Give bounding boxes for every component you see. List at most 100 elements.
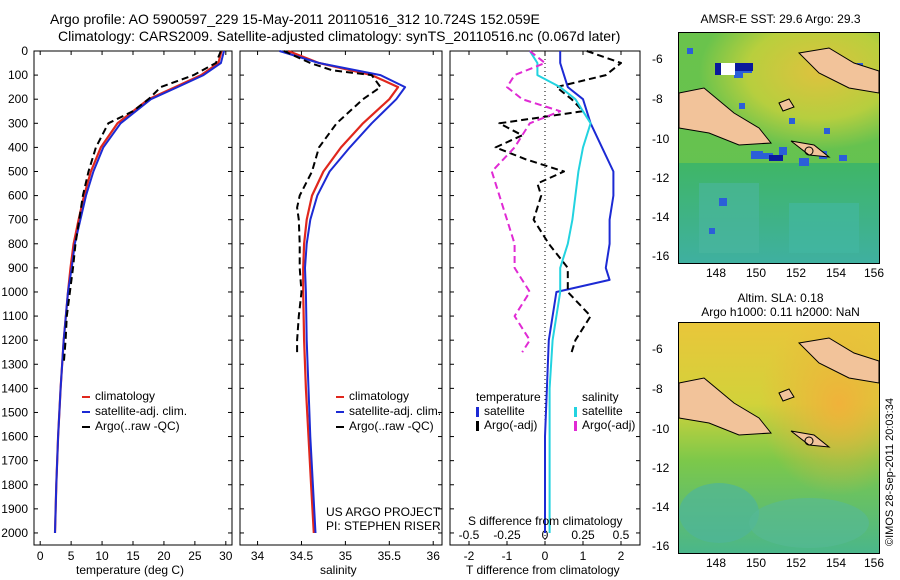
s-tick-label: -0.5 <box>459 528 480 542</box>
series-line-climatology <box>287 49 400 534</box>
depth-tick-label: 1300 <box>1 357 28 371</box>
legend-satellite-label: satellite-adj. clim. <box>95 404 188 418</box>
sst-ytick: -16 <box>652 249 670 263</box>
project-pi: PI: STEPHEN RISER <box>326 519 441 533</box>
series-line-salinity-satellite <box>528 50 592 533</box>
sst-ytick: -14 <box>652 210 670 224</box>
sst-map-title: AMSR-E SST: 29.6 Argo: 29.3 <box>700 12 861 26</box>
legend-t-satellite: satellite <box>476 404 541 418</box>
legend-s-argo-label: Argo(-adj) <box>582 418 636 432</box>
temperature-xlabel: temperature (deg C) <box>76 563 185 577</box>
sla-ytick: -6 <box>652 342 663 356</box>
x-tick-label: 30 <box>219 549 233 563</box>
temperature-chart: 0100200300400500600700800900100011001200… <box>1 44 233 563</box>
salinity-chart: 34 34.5 35 35.5 36 <box>239 49 443 563</box>
sla-map-subtitle: Argo h1000: 0.11 h2000: NaN <box>701 305 860 319</box>
legend-temperature-header: temperature <box>476 390 541 404</box>
depth-tick-label: 800 <box>8 237 28 251</box>
sla-xtick: 152 <box>786 556 807 570</box>
sla-xtick: 154 <box>826 556 847 570</box>
depth-tick-label: 1700 <box>1 454 28 468</box>
sla-xtick: 148 <box>706 556 727 570</box>
salinity-xlabel: salinity <box>320 563 357 577</box>
sst-xtick: 156 <box>864 266 885 280</box>
legend-satellite-label: satellite-adj. clim. <box>349 404 442 418</box>
legend-argo-label: Argo(..raw -QC) <box>95 419 180 433</box>
series-line-temperature-satellite <box>544 51 615 533</box>
depth-tick-label: 2000 <box>1 526 28 540</box>
depth-tick-label: 600 <box>8 189 28 203</box>
x-tick-label: -1 <box>502 549 513 563</box>
sst-ytick: -8 <box>652 92 663 106</box>
depth-tick-label: 1000 <box>1 285 28 299</box>
x-tick-label: 34.5 <box>290 549 314 563</box>
sla-xtick: 156 <box>864 556 885 570</box>
temperature-legend: climatology satellite-adj. clim. Argo(..… <box>82 389 187 434</box>
depth-tick-label: 900 <box>8 261 28 275</box>
legend-argo-label: Argo(..raw -QC) <box>349 419 434 433</box>
legend-climatology-label: climatology <box>95 389 156 403</box>
depth-tick-label: 200 <box>8 92 28 106</box>
legend-argo: Argo(..raw -QC) <box>82 419 187 434</box>
depth-tick-label: 1500 <box>1 405 28 419</box>
s-tick-label: -0.25 <box>493 528 521 542</box>
difference-temperature-legend: temperature satellite Argo(-adj) <box>476 390 541 432</box>
series-line-temperature-argo-adj <box>494 50 622 353</box>
legend-climatology: climatology <box>336 389 441 404</box>
x-tick-label: 35 <box>339 549 353 563</box>
legend-t-argo-label: Argo(-adj) <box>484 418 538 432</box>
series-line-satellite-adj-clim <box>279 50 407 534</box>
legend-s-argo: Argo(-adj) <box>574 418 635 432</box>
s-tick-label: 0.25 <box>571 528 595 542</box>
depth-tick-label: 700 <box>8 213 28 227</box>
sst-ytick: -12 <box>652 171 670 185</box>
difference-salinity-legend: salinity satellite Argo(-adj) <box>574 390 635 432</box>
series-line-argo-raw-qc <box>283 50 382 353</box>
imos-credit: ©IMOS 28-Sep-2011 20:03:34 <box>884 398 896 546</box>
x-tick-label: 36 <box>427 549 441 563</box>
x-tick-label: 0 <box>542 549 549 563</box>
figure-title-line1: Argo profile: AO 5900597_229 15-May-2011… <box>50 11 540 27</box>
x-tick-label: 10 <box>95 549 109 563</box>
sst-xtick: 154 <box>826 266 847 280</box>
salinity-legend: climatology satellite-adj. clim. Argo(..… <box>336 389 441 434</box>
depth-tick-label: 1100 <box>2 309 28 323</box>
t-difference-label: T difference from climatology <box>466 563 620 577</box>
series-line-satellite-adj-clim <box>54 50 225 534</box>
depth-tick-label: 1600 <box>1 430 28 444</box>
sla-ytick: -14 <box>652 500 670 514</box>
x-tick-label: -2 <box>464 549 475 563</box>
figure-title-line2: Climatology: CARS2009. Satellite-adjuste… <box>58 28 621 44</box>
x-tick-label: 34 <box>251 549 265 563</box>
x-tick-label: 35.5 <box>378 549 402 563</box>
depth-tick-label: 300 <box>8 116 28 130</box>
x-tick-label: 20 <box>157 549 171 563</box>
sst-ytick: -10 <box>652 132 670 146</box>
plot-frame <box>239 50 443 546</box>
legend-climatology-label: climatology <box>349 389 410 403</box>
sla-map-title: Altim. SLA: 0.18 <box>737 291 824 305</box>
sla-ytick: -8 <box>652 382 663 396</box>
legend-t-satellite-label: satellite <box>484 404 525 418</box>
depth-tick-label: 1800 <box>1 478 28 492</box>
sst-xtick: 150 <box>746 266 767 280</box>
x-tick-label: 1 <box>580 549 587 563</box>
sla-ytick: -10 <box>652 422 670 436</box>
x-tick-label: 15 <box>126 549 140 563</box>
legend-argo: Argo(..raw -QC) <box>336 419 441 434</box>
legend-t-argo: Argo(-adj) <box>476 418 541 432</box>
project-annotation: US ARGO PROJECT PI: STEPHEN RISER <box>326 505 441 533</box>
s-tick-label: 0.5 <box>613 528 630 542</box>
x-tick-label: 0 <box>37 549 44 563</box>
sla-xtick: 150 <box>746 556 767 570</box>
depth-tick-label: 500 <box>8 164 28 178</box>
legend-satellite: satellite-adj. clim. <box>336 404 441 419</box>
sst-map-image <box>679 33 879 263</box>
sst-map <box>678 32 880 264</box>
series-line-salinity-argo-adj <box>490 50 562 353</box>
depth-tick-label: 1200 <box>1 333 28 347</box>
sst-ytick: -6 <box>652 52 663 66</box>
legend-satellite: satellite-adj. clim. <box>82 404 187 419</box>
plot-frame <box>33 50 233 546</box>
